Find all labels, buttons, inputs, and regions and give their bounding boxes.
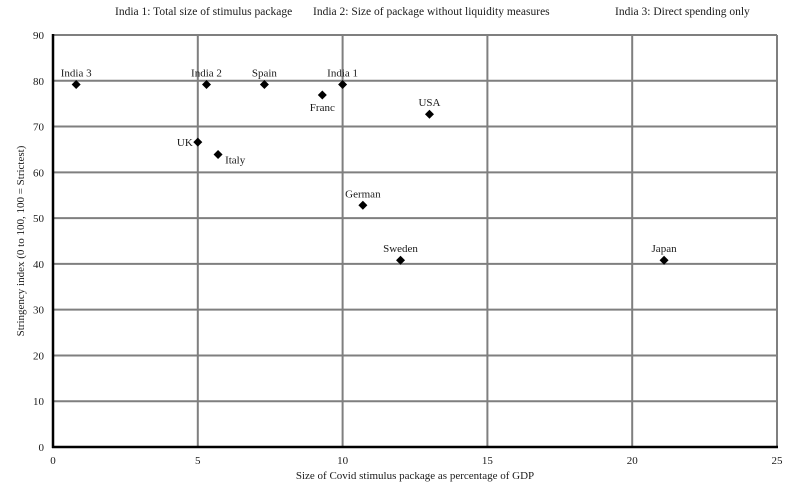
x-tick-label: 25 bbox=[772, 455, 784, 467]
data-points: India 3 India 2 Spain India 1 Franc USA UK Ital… bbox=[61, 67, 678, 265]
data-point-marker bbox=[396, 255, 406, 265]
grid-lines bbox=[53, 34, 778, 447]
data-point-label: Franc bbox=[310, 102, 335, 114]
y-tick-label: 70 bbox=[33, 122, 45, 134]
data-point-marker bbox=[358, 200, 368, 210]
x-axis-label: Size of Covid stimulus package as percen… bbox=[295, 470, 535, 482]
data-point-label: USA bbox=[418, 97, 440, 109]
x-tick-label: 0 bbox=[50, 455, 56, 467]
y-axis-label: Stringency index (0 to 100, 100 = Strict… bbox=[15, 145, 27, 337]
data-point-marker bbox=[201, 79, 211, 89]
y-tick-label: 90 bbox=[33, 30, 45, 42]
data-point-label: Japan bbox=[652, 243, 678, 255]
data-point-label: Italy bbox=[225, 154, 246, 166]
y-tick-label: 50 bbox=[33, 213, 45, 225]
subtitle-india-1: India 1: Total size of stimulus package bbox=[115, 6, 293, 18]
data-point-label: India 1 bbox=[327, 67, 358, 79]
data-point-label: UK bbox=[177, 137, 193, 149]
data-point-label: German bbox=[345, 188, 381, 200]
subtitle-india-3: India 3: Direct spending only bbox=[615, 6, 750, 18]
axes bbox=[51, 34, 778, 449]
data-point-marker bbox=[259, 79, 269, 89]
y-tick-label: 30 bbox=[33, 305, 45, 317]
data-point-label: India 3 bbox=[61, 67, 92, 79]
data-point-marker bbox=[659, 255, 669, 265]
data-point-label: India 2 bbox=[191, 67, 222, 79]
data-point-marker bbox=[317, 90, 327, 100]
data-point-label: Spain bbox=[252, 67, 278, 79]
subtitle-india-2: India 2: Size of package without liquidi… bbox=[313, 6, 550, 18]
data-point-marker bbox=[193, 137, 203, 147]
data-point-marker bbox=[213, 149, 223, 159]
x-tick-label: 20 bbox=[627, 455, 639, 467]
x-tick-label: 15 bbox=[482, 455, 494, 467]
data-point-marker bbox=[424, 109, 434, 119]
y-tick-label: 40 bbox=[33, 259, 45, 271]
y-tick-label: 20 bbox=[33, 350, 45, 362]
x-tick-label: 10 bbox=[337, 455, 349, 467]
data-point-marker bbox=[338, 79, 348, 89]
y-tick-label: 10 bbox=[33, 396, 45, 408]
x-tick-label: 5 bbox=[195, 455, 201, 467]
y-tick-label: 80 bbox=[33, 76, 45, 88]
tick-labels: 0 10 20 30 40 50 60 70 80 90 0 5 10 15 20 25 bbox=[33, 30, 783, 467]
data-point-label: Sweden bbox=[383, 243, 418, 255]
data-point-marker bbox=[71, 79, 81, 89]
y-tick-label: 0 bbox=[39, 442, 45, 454]
y-tick-label: 60 bbox=[33, 167, 45, 179]
